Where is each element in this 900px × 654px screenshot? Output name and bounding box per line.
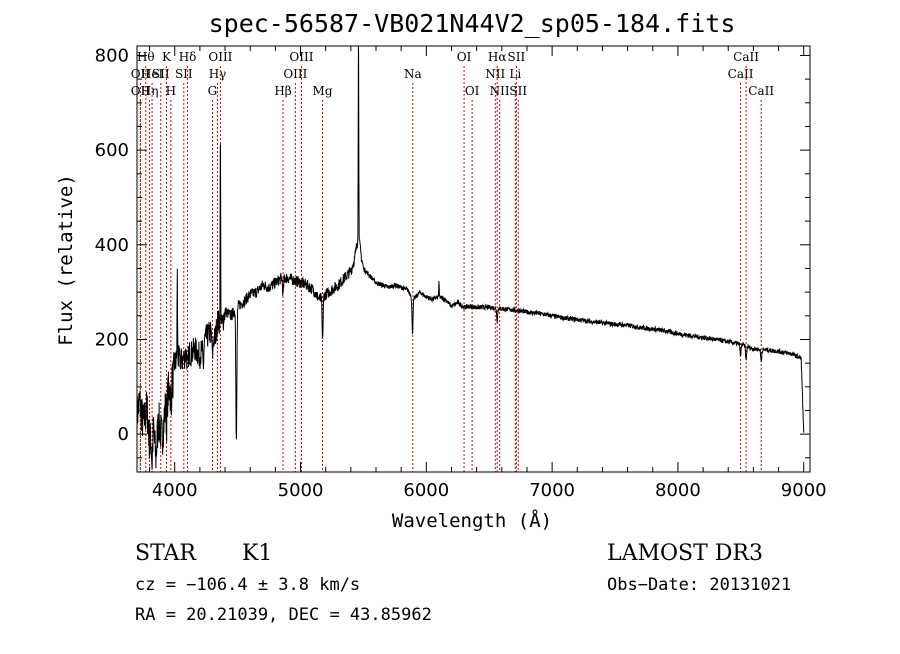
x-axis-label: Wavelength (Å)	[392, 509, 552, 532]
line-marker-label: NII	[485, 67, 505, 81]
object-class: STAR	[135, 541, 197, 566]
line-marker-label: CaII	[733, 50, 759, 64]
x-tick-label: 9000	[781, 480, 827, 501]
line-marker-label: Mg	[313, 84, 333, 98]
line-marker-label: CaII	[728, 67, 754, 81]
chart-title: spec-56587-VB021N44V2_sp05-184.fits	[209, 9, 736, 38]
x-tick-label: 7000	[529, 480, 575, 501]
spectrum-line	[136, 45, 805, 470]
line-marker-label: SII	[175, 67, 193, 81]
axes: 4000 5000 6000 7000 8000 9000 0 200 400 600 800	[95, 45, 827, 501]
line-marker-label: SII	[509, 84, 527, 98]
line-marker-label: SII	[152, 67, 170, 81]
line-marker-label: G	[208, 84, 218, 98]
line-marker-label: SII	[508, 50, 526, 64]
y-tick-label: 200	[95, 329, 129, 350]
line-marker-label: OIII	[208, 50, 232, 64]
line-marker-label: Hη	[141, 84, 159, 98]
y-tick-label: 600	[95, 140, 129, 161]
coordinates: RA = 20.21039, DEC = 43.85962	[135, 605, 432, 625]
line-marker-label: Na	[404, 67, 422, 81]
line-marker-label: OI	[457, 50, 472, 64]
line-marker-label: Hβ	[274, 84, 291, 98]
object-subclass: K1	[242, 541, 272, 566]
line-marker-label: Li	[509, 67, 521, 81]
line-markers: OIIOIIHθHηHeISIIKHHδSIIGHγOIIIHβOIIIOIII…	[131, 50, 774, 472]
x-tick-label: 8000	[655, 480, 701, 501]
plot-frame	[136, 45, 811, 473]
x-tick-label: 4000	[152, 480, 198, 501]
line-marker-label: Hα	[488, 50, 507, 64]
obs-date: Obs−Date: 20131021	[607, 575, 791, 595]
redshift-readout: cz = −106.4 ± 3.8 km/s	[135, 575, 360, 595]
y-axis-label: Flux (relative)	[55, 174, 77, 346]
survey-name: LAMOST DR3	[607, 541, 763, 566]
y-tick-label: 0	[118, 424, 129, 445]
x-tick-label: 6000	[403, 480, 449, 501]
line-marker-label: Hδ	[179, 50, 197, 64]
line-marker-label: OI	[465, 84, 480, 98]
y-tick-label: 400	[95, 235, 129, 256]
line-marker-label: Hθ	[137, 50, 155, 64]
line-marker-label: HeI	[141, 67, 164, 81]
line-marker-label: OIII	[289, 50, 313, 64]
x-tick-label: 5000	[278, 480, 324, 501]
line-marker-label: K	[162, 50, 172, 64]
line-marker-label: Hγ	[209, 67, 227, 81]
line-marker-label: OIII	[283, 67, 307, 81]
y-tick-label: 800	[95, 45, 129, 66]
line-marker-label: NII	[490, 84, 510, 98]
line-marker-label: CaII	[748, 84, 774, 98]
line-marker-label: H	[166, 84, 176, 98]
plot-area	[136, 45, 805, 470]
